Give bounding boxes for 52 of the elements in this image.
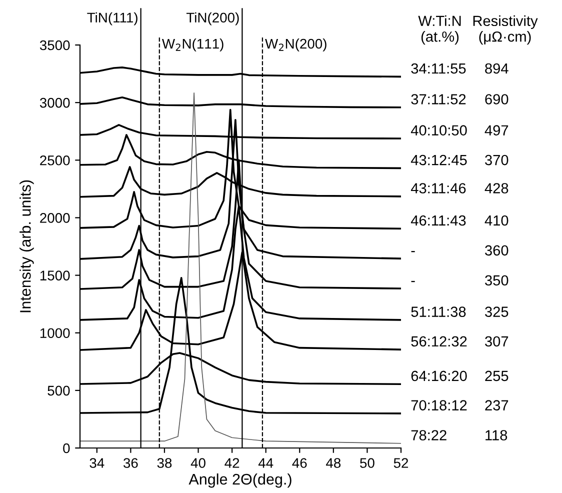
text: 237 — [485, 400, 508, 410]
x-tick-label: 40 — [190, 458, 206, 468]
text: 690 — [485, 94, 508, 104]
text: Resistivity (μΩ·cm) — [473, 15, 538, 45]
y-tick-label: 500 — [48, 386, 70, 396]
text: 118 — [486, 430, 508, 440]
y-tick-label: 2500 — [40, 155, 70, 166]
ref-line-label: TiN(200) — [186, 12, 239, 26]
text: 410 — [484, 215, 508, 226]
x-tick-label: 50 — [360, 458, 374, 468]
x-tick-label: 46 — [292, 458, 307, 468]
series-label: - — [411, 280, 415, 282]
y-tick-label: 1000 — [40, 328, 70, 338]
y-axis-title: Intensity (arb. units) — [20, 180, 34, 312]
text: 350 — [485, 275, 508, 286]
text: 428 — [484, 183, 508, 194]
y-tick-label: 0 — [63, 443, 70, 454]
text: 894 — [485, 63, 508, 74]
series-label: 43:12:45 — [410, 154, 467, 166]
series-label: 34:11:55 — [411, 63, 466, 74]
text: 360 — [485, 245, 508, 256]
y-tick-label: 2000 — [40, 213, 70, 223]
series-label: 46:11:43 — [410, 215, 466, 226]
ref-line-label: W$_{2}$N(111) — [162, 38, 224, 52]
series-label: - — [411, 251, 415, 252]
x-tick-label: 52 — [394, 458, 408, 468]
series-label: 37:11:52 — [411, 94, 466, 104]
series-label: 70:18:12 — [411, 400, 467, 410]
text: 370 — [485, 154, 508, 166]
y-tick-label: 1500 — [40, 270, 70, 280]
x-tick-label: 42 — [224, 458, 240, 468]
series-label: 51:11:38 — [411, 306, 466, 317]
series-label: 43:11:46 — [410, 183, 466, 194]
x-tick-label: 44 — [258, 458, 274, 468]
x-tick-label: 48 — [326, 458, 341, 468]
series-label: 56:12:32 — [411, 336, 467, 347]
y-tick-label: 3000 — [40, 98, 70, 108]
series-label: 64:16:20 — [411, 370, 467, 382]
text: 497 — [484, 125, 508, 136]
y-tick-label: 3500 — [40, 40, 70, 50]
text: 307 — [485, 336, 508, 347]
x-axis-title: Angle 2Θ(deg.) — [188, 473, 292, 488]
x-tick-label: 38 — [157, 458, 172, 468]
text: 325 — [485, 306, 508, 317]
x-tick-label: 34 — [90, 458, 104, 468]
text: 255 — [485, 370, 508, 382]
ref-line-label: W$_{2}$N(200) — [265, 38, 326, 52]
series-label: 40:10:50 — [410, 125, 467, 136]
ref-line-label: TiN(111) — [87, 12, 138, 26]
x-tick-label: 36 — [123, 458, 138, 468]
legend-title: W:Ti:N (at.%) — [418, 15, 461, 45]
series-label: 78:22 — [411, 430, 446, 440]
